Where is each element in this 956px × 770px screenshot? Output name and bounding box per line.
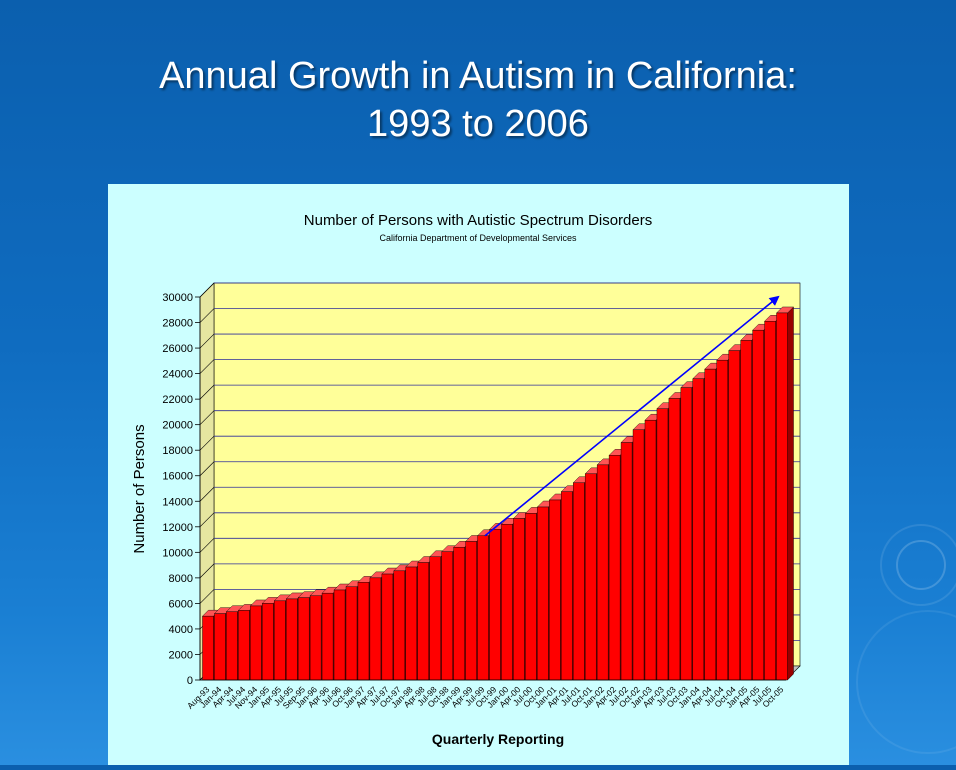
bar-front xyxy=(561,491,573,681)
bar-front xyxy=(692,378,705,681)
bar-front xyxy=(513,518,525,681)
autism-growth-chart: Number of Persons with Autistic Spectrum… xyxy=(131,212,801,747)
gridline-side xyxy=(199,308,215,323)
bar-front xyxy=(262,603,274,681)
y-tick-label: 12000 xyxy=(162,522,193,534)
bar-front xyxy=(297,597,310,681)
bar-front xyxy=(525,513,537,681)
gridline-side xyxy=(199,410,215,425)
bar-front xyxy=(501,524,513,681)
chart-panel: Number of Persons with Autistic Spectrum… xyxy=(108,184,849,765)
bar-front xyxy=(680,387,693,681)
bars xyxy=(200,306,795,681)
bar-front xyxy=(668,398,681,681)
bar-front xyxy=(405,566,417,681)
bar-front xyxy=(644,419,657,681)
bar-front xyxy=(274,600,286,681)
bar-front xyxy=(716,359,728,681)
gridline-side xyxy=(199,487,215,502)
y-tick-label: 30000 xyxy=(162,292,193,304)
bar xyxy=(776,306,795,681)
y-tick-label: 20000 xyxy=(162,420,193,432)
bar-front xyxy=(489,529,501,681)
bar-front xyxy=(573,482,585,681)
gridline-side xyxy=(199,461,215,476)
bar-front xyxy=(238,610,250,681)
y-tick-label: 6000 xyxy=(169,598,193,610)
slide-title-line1: Annual Growth in Autism in California: xyxy=(159,55,797,97)
bar-front xyxy=(321,592,334,681)
slide-title-line2: 1993 to 2006 xyxy=(367,103,589,145)
y-tick-label: 0 xyxy=(187,675,193,687)
bar-front xyxy=(764,321,776,681)
bar-front xyxy=(429,556,441,681)
bar-front xyxy=(608,455,621,681)
bar-front xyxy=(776,312,788,681)
gridline-side xyxy=(199,563,215,579)
gridline-side xyxy=(199,359,215,374)
bar-front xyxy=(740,340,752,681)
bar-front xyxy=(453,547,465,681)
trend-arrow xyxy=(484,295,780,537)
bar-front xyxy=(333,589,346,681)
x-axis-title: Quarterly Reporting xyxy=(432,731,564,747)
y-tick-label: 16000 xyxy=(162,471,193,483)
chart-subtitle: California Department of Developmental S… xyxy=(379,233,577,243)
bar-front xyxy=(250,605,262,681)
y-tick-label: 18000 xyxy=(162,445,193,457)
bar-front xyxy=(226,611,238,681)
y-tick-label: 2000 xyxy=(169,649,193,661)
bar-side xyxy=(787,306,794,681)
gridline-side xyxy=(199,538,215,553)
bar-front xyxy=(704,368,716,681)
bar-front xyxy=(357,582,370,681)
bar-front xyxy=(441,551,453,681)
x-axis: Aug-93Jan-94Apr-94Jul-94Nov-94Jan-95Apr-… xyxy=(185,684,786,711)
ripple-decoration xyxy=(880,524,956,606)
y-tick-label: 28000 xyxy=(162,318,193,330)
y-tick-label: 26000 xyxy=(162,343,193,355)
trend-arrow-line xyxy=(484,295,780,537)
bar-front xyxy=(202,615,214,681)
gridline-side xyxy=(199,384,215,400)
bar-front xyxy=(728,350,740,681)
gridline-side xyxy=(199,512,215,528)
bar-front xyxy=(345,586,358,681)
bar-front xyxy=(369,577,382,681)
bar-front xyxy=(620,442,633,681)
y-tick-label: 24000 xyxy=(162,369,193,381)
y-axis: 0 2000 4000 6000 8000 10000 12000 14000 16000 180… xyxy=(162,292,201,687)
gridline-side xyxy=(199,333,215,349)
gridline-side xyxy=(199,282,215,298)
y-tick-label: 4000 xyxy=(169,624,193,636)
chart-title: Number of Persons with Autistic Spectrum… xyxy=(304,212,652,229)
bar-front xyxy=(214,613,226,681)
bar-front xyxy=(381,573,394,681)
bar-front xyxy=(549,499,561,681)
bar-front xyxy=(596,464,609,681)
bar-front xyxy=(537,506,549,681)
bar-front xyxy=(656,408,669,681)
bar-front xyxy=(752,329,764,681)
y-tick-label: 14000 xyxy=(162,496,193,508)
bar-front xyxy=(477,535,489,681)
y-axis-title: Number of Persons xyxy=(131,424,148,553)
y-tick-label: 10000 xyxy=(162,547,193,559)
bar-front xyxy=(393,570,406,681)
bar-front xyxy=(417,562,429,681)
bar-front xyxy=(465,541,477,681)
ripple-decoration xyxy=(856,610,956,754)
gridline-side xyxy=(199,435,215,451)
y-tick-label: 8000 xyxy=(169,573,193,585)
bar-front xyxy=(584,473,597,681)
bar-front xyxy=(309,595,322,681)
gridline-side xyxy=(199,589,215,604)
y-tick-label: 22000 xyxy=(162,394,193,406)
bar-front xyxy=(632,429,645,681)
slide-title: Annual Growth in Autism in California: 1… xyxy=(0,52,956,148)
bar-front xyxy=(285,598,298,681)
